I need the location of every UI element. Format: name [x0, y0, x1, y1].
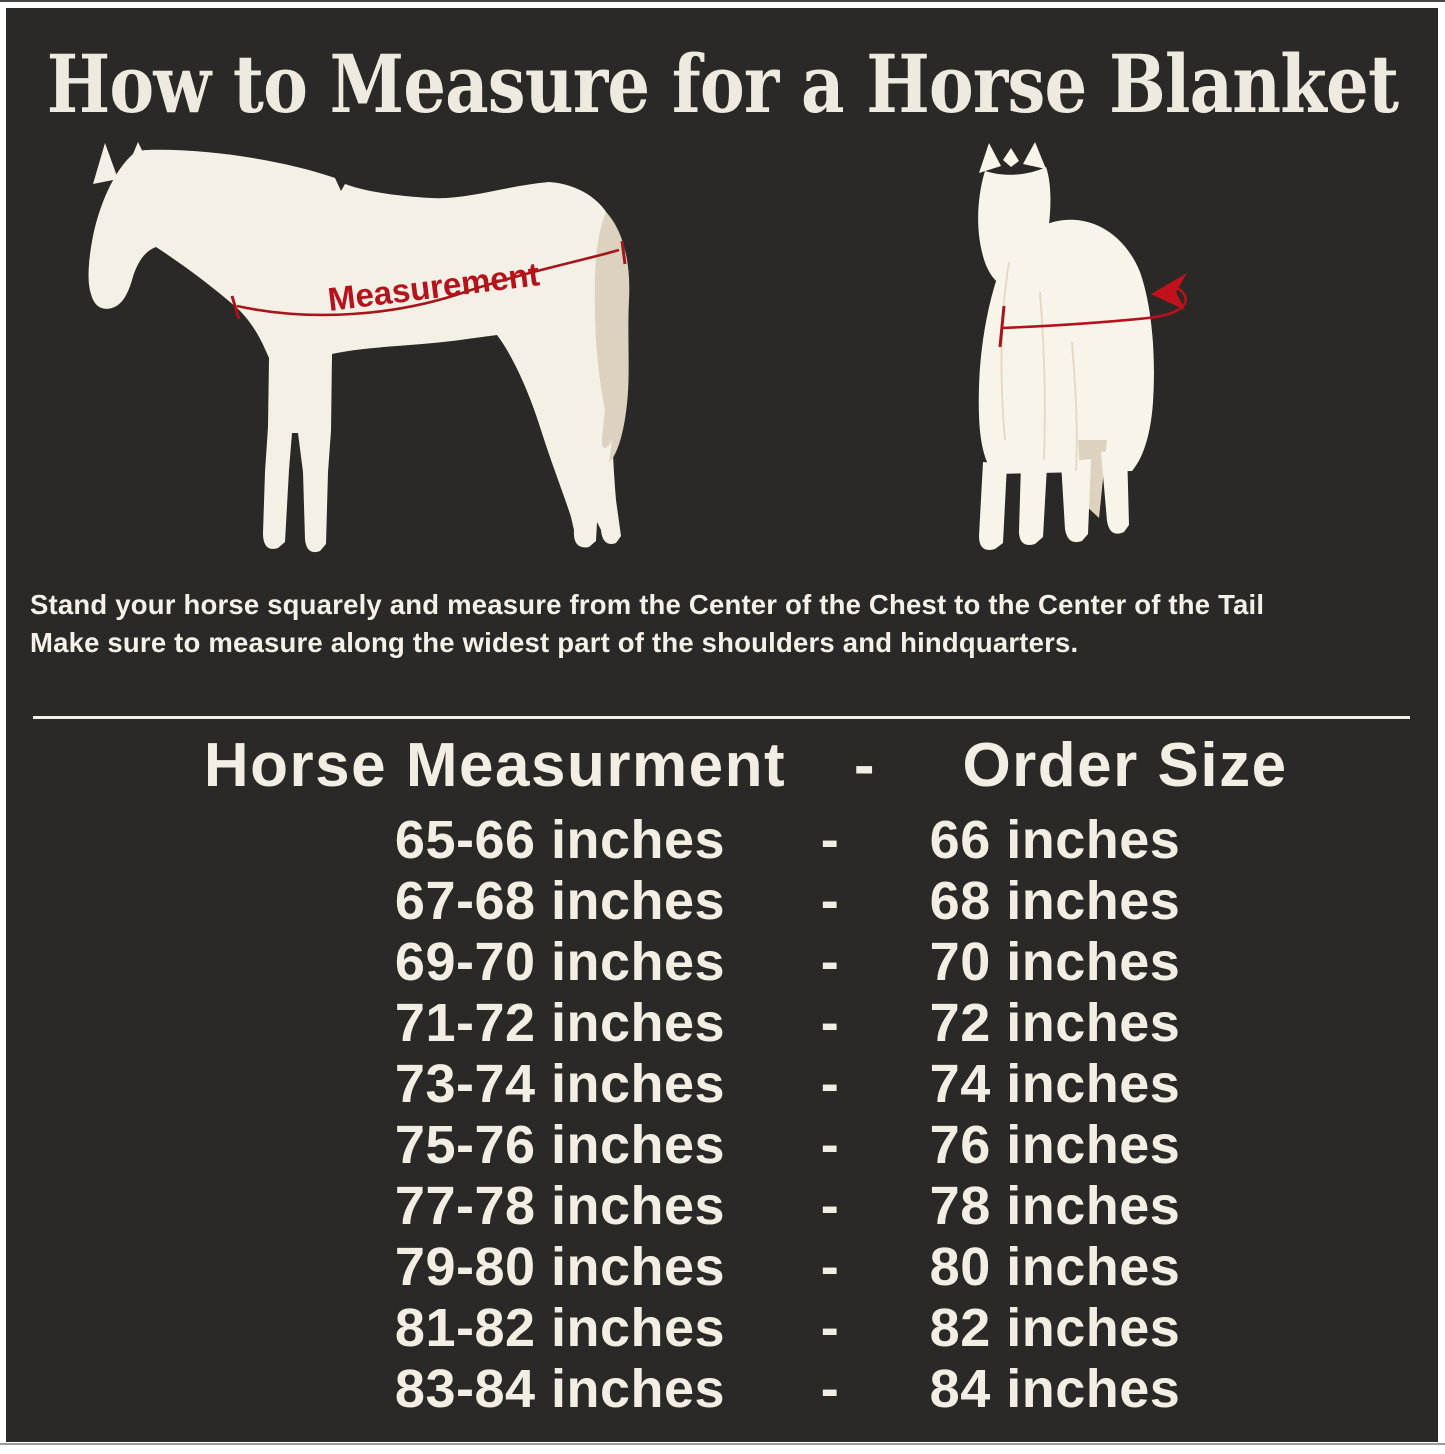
table-row: 67-68 inches - 68 inches [350, 871, 1445, 932]
front-horse-leg [1061, 459, 1091, 543]
row-separator: - [820, 1359, 840, 1419]
size-table-rows: 65-66 inches - 66 inches 67-68 inches - 68 in… [0, 810, 1445, 1420]
side-horse-illustration: Measurement [88, 142, 630, 553]
header-separator: - [853, 731, 877, 800]
table-row: 69-70 inches - 70 inches [350, 932, 1445, 993]
row-separator: - [820, 1054, 840, 1114]
table-row: 65-66 inches - 66 inches [350, 810, 1445, 871]
front-horse-head [978, 167, 1051, 288]
horse-measurement-value: 83-84 inches [394, 1359, 726, 1419]
front-horse-ear [1023, 142, 1046, 169]
front-horse-ear [979, 143, 1001, 173]
order-size-value: 84 inches [929, 1359, 1181, 1419]
row-separator: - [820, 1237, 840, 1297]
instructions-text: Stand your horse squarely and measure fr… [30, 586, 1428, 662]
table-row: 81-82 inches - 82 inches [350, 1298, 1445, 1359]
title-bar: How to Measure for a Horse Blanket [0, 38, 1445, 130]
instructions-line-2: Make sure to measure along the widest pa… [30, 627, 1079, 658]
order-size-value: 78 inches [929, 1176, 1181, 1236]
row-separator: - [820, 1298, 840, 1358]
horse-measurement-value: 71-72 inches [394, 993, 726, 1053]
instructions-line-1: Stand your horse squarely and measure fr… [30, 589, 1265, 620]
front-horse-illustration [978, 142, 1187, 550]
girth-arrowhead-icon [1151, 273, 1187, 310]
front-horse-forelock [1003, 148, 1019, 167]
table-row: 83-84 inches - 84 inches [350, 1359, 1445, 1420]
order-size-value: 70 inches [929, 932, 1181, 992]
top-hairline [0, 0, 1445, 2]
measurement-tick-chest [230, 295, 241, 320]
front-horse-leg [979, 462, 1007, 550]
header-horse-measurement: Horse Measurment [203, 731, 787, 800]
table-row: 77-78 inches - 78 inches [350, 1176, 1445, 1237]
side-horse-ear [93, 143, 118, 184]
row-separator: - [820, 810, 840, 870]
side-horse-tail [594, 212, 630, 463]
table-row: 73-74 inches - 74 inches [350, 1054, 1445, 1115]
side-horse-ear [125, 142, 151, 173]
page-title: How to Measure for a Horse Blanket [46, 37, 1399, 131]
row-separator: - [820, 871, 840, 931]
horse-measurement-value: 77-78 inches [394, 1176, 726, 1236]
order-size-value: 72 inches [929, 993, 1181, 1053]
row-separator: - [820, 1176, 840, 1236]
horse-measurement-value: 81-82 inches [394, 1298, 726, 1358]
row-separator: - [820, 932, 840, 992]
order-size-value: 66 inches [929, 810, 1181, 870]
front-horse-leg [1019, 464, 1047, 545]
horse-measurement-value: 79-80 inches [394, 1237, 726, 1297]
girth-tick [998, 305, 1006, 348]
measurement-tick-tail [620, 240, 627, 265]
section-divider [33, 716, 1410, 719]
measurement-arc [236, 248, 620, 317]
row-separator: - [820, 1115, 840, 1175]
horse-measurement-value: 67-68 inches [394, 871, 726, 931]
table-row: 79-80 inches - 80 inches [350, 1237, 1445, 1298]
order-size-value: 80 inches [929, 1237, 1181, 1297]
side-horse-body [88, 149, 622, 553]
table-row: 75-76 inches - 76 inches [350, 1115, 1445, 1176]
order-size-value: 74 inches [929, 1054, 1181, 1114]
horse-measurement-value: 73-74 inches [394, 1054, 726, 1114]
order-size-value: 68 inches [929, 871, 1181, 931]
front-horse-leg [1101, 449, 1129, 534]
bottom-hairline [0, 1443, 1445, 1445]
horse-measurement-value: 69-70 inches [394, 932, 726, 992]
row-separator: - [820, 993, 840, 1053]
horse-measurement-value: 75-76 inches [394, 1115, 726, 1175]
order-size-value: 82 inches [929, 1298, 1181, 1358]
size-table-header: Horse Measurment - Order Size [170, 733, 1445, 799]
header-order-size: Order Size [962, 731, 1288, 800]
horse-measurement-value: 65-66 inches [394, 810, 726, 870]
table-row: 71-72 inches - 72 inches [350, 993, 1445, 1054]
order-size-value: 76 inches [929, 1115, 1181, 1175]
